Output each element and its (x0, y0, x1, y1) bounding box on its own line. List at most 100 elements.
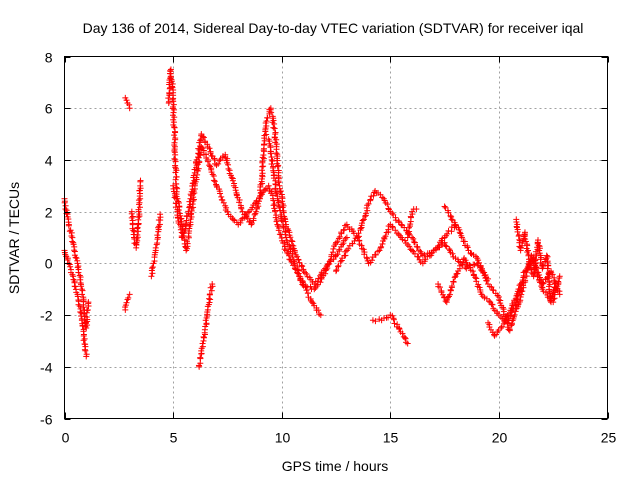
data-point-track-n (556, 291, 563, 298)
data-point-track-j (272, 181, 279, 188)
data-point-track-i (203, 320, 210, 327)
data-point-track-g (172, 169, 179, 176)
data-point-track-h (263, 118, 270, 125)
data-point-track-o (508, 320, 515, 327)
data-point-track-h (191, 177, 198, 184)
data-point-track-h (244, 215, 251, 222)
data-point-track-n (446, 291, 453, 298)
data-point-track-j (333, 239, 339, 246)
data-point-track-h (339, 241, 346, 248)
data-point-track-d (126, 101, 133, 108)
data-point-track-k (361, 251, 368, 258)
data-point-track-a (67, 227, 74, 234)
data-point-track-j (284, 241, 291, 248)
data-point-track-j (360, 216, 367, 223)
data-point-track-n (436, 284, 443, 291)
data-point-track-i (201, 334, 208, 341)
data-point-track-l (396, 325, 403, 332)
data-point-track-l (391, 320, 398, 327)
data-point-track-m (407, 221, 414, 228)
data-point-track-b (83, 353, 90, 360)
data-point-track-h (236, 199, 243, 206)
data-point-track-a (73, 255, 80, 262)
data-point-track-g (172, 151, 179, 158)
data-point-track-o (512, 308, 519, 315)
data-point-track-i (206, 295, 213, 302)
x-axis-label: GPS time / hours (282, 458, 389, 474)
data-point-track-o (511, 311, 518, 318)
data-point-track-j (295, 270, 302, 277)
data-point-track-g (183, 238, 190, 245)
data-point-track-h (174, 215, 181, 222)
data-point-track-d (126, 105, 133, 112)
data-point-track-j (357, 225, 364, 232)
data-point-track-j (370, 192, 377, 199)
data-point-track-j (330, 245, 337, 252)
data-point-track-q (531, 262, 538, 269)
data-point-track-g (171, 114, 178, 121)
data-point-track-e (135, 228, 142, 235)
data-point-track-j (273, 189, 280, 196)
data-point-track-p (512, 295, 519, 302)
data-point-track-b (74, 293, 81, 300)
data-point-track-j (334, 238, 341, 245)
data-point-track-n (442, 298, 449, 305)
data-point-track-g (173, 173, 180, 180)
data-point-track-o (464, 244, 471, 251)
data-point-track-n (438, 289, 445, 296)
data-point-track-j (283, 234, 290, 241)
data-point-track-a (75, 269, 82, 276)
data-point-track-g (168, 78, 175, 85)
data-point-track-j (270, 175, 277, 182)
x-tick-label: 10 (275, 430, 291, 446)
data-point-track-h (275, 162, 282, 169)
axis-layer: 0 5 10 15 20 25 -6 -4 -2 0 2 4 6 8 (40, 50, 616, 446)
y-tick-label: 0 (45, 256, 53, 272)
data-point-track-g (237, 219, 244, 226)
data-point-track-l (389, 312, 396, 319)
data-point-track-o (456, 229, 463, 236)
data-point-track-g (315, 307, 322, 314)
data-point-track-k (337, 258, 344, 265)
data-point-track-k (382, 233, 389, 240)
data-point-track-h (263, 131, 270, 138)
data-point-track-k (409, 247, 416, 254)
data-point-track-q (552, 281, 559, 288)
data-point-track-g (169, 105, 176, 112)
y-tick-label: -4 (40, 360, 53, 376)
data-point-track-l (369, 317, 376, 324)
data-point-track-q (525, 252, 532, 259)
data-point-track-k (345, 245, 352, 252)
data-point-track-j (302, 283, 309, 290)
data-point-track-k (379, 240, 386, 247)
data-point-track-o (458, 234, 465, 241)
data-point-track-h (193, 156, 200, 163)
data-point-track-o (482, 275, 489, 282)
data-point-track-g (172, 164, 179, 171)
x-tick-label: 25 (601, 430, 617, 446)
data-point-track-q (515, 233, 522, 240)
data-point-track-o (496, 296, 503, 303)
data-point-track-o (536, 279, 543, 286)
data-point-track-j (364, 202, 371, 209)
data-point-track-h (251, 211, 258, 218)
data-point-track-g (224, 208, 231, 215)
data-point-track-c (126, 291, 133, 298)
data-point-track-h (254, 200, 261, 207)
data-point-track-j (410, 235, 417, 242)
data-point-track-n (472, 274, 479, 281)
data-point-track-p (516, 282, 523, 289)
data-point-track-a (85, 299, 92, 306)
data-point-track-b (67, 263, 74, 270)
data-point-track-j (384, 201, 391, 208)
data-point-track-j (443, 243, 450, 250)
data-point-track-h (200, 134, 207, 141)
data-point-track-h (256, 195, 263, 202)
data-point-track-h (273, 136, 280, 143)
data-point-track-g (172, 129, 179, 136)
data-point-track-e (137, 177, 144, 184)
data-point-track-h (183, 213, 190, 220)
data-point-track-o (445, 209, 452, 216)
y-tick-label: 8 (45, 50, 53, 66)
data-point-track-n (448, 283, 455, 290)
